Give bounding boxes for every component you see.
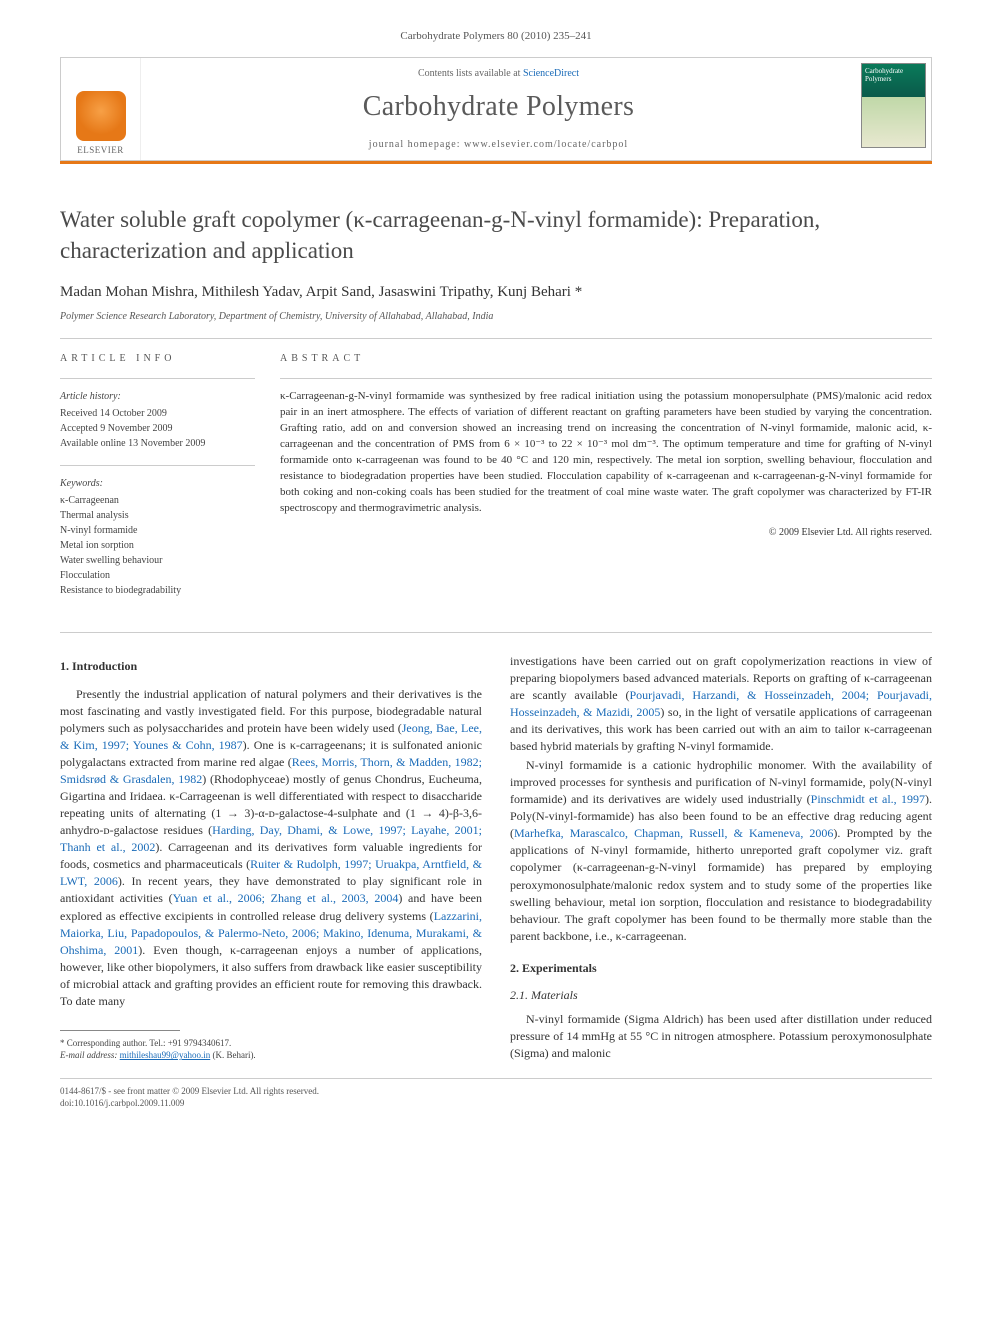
contents-available: Contents lists available at ScienceDirec…	[161, 68, 836, 79]
intro-para-3: N-vinyl formamide is a cationic hydrophi…	[510, 757, 932, 944]
intro-para-2: investigations have been carried out on …	[510, 653, 932, 755]
email-suffix: (K. Behari).	[210, 1050, 255, 1060]
cover-thumbnail: Carbohydrate Polymers	[861, 63, 926, 148]
abstract-text: κ-Carrageenan-g-N-vinyl formamide was sy…	[280, 389, 932, 517]
journal-header-box: ELSEVIER Contents lists available at Sci…	[60, 57, 932, 161]
right-column: investigations have been carried out on …	[510, 653, 932, 1064]
info-rule-2	[60, 465, 255, 466]
header-center: Contents lists available at ScienceDirec…	[141, 58, 856, 160]
keyword: κ-Carrageenan	[60, 493, 255, 508]
keyword: Water swelling behaviour	[60, 553, 255, 568]
journal-title: Carbohydrate Polymers	[161, 91, 836, 123]
section-2-heading: 2. Experimentals	[510, 961, 932, 976]
article-history: Article history: Received 14 October 200…	[60, 389, 255, 451]
elsevier-logo: ELSEVIER	[61, 58, 141, 160]
article-info-heading: ARTICLE INFO	[60, 353, 255, 364]
email-link[interactable]: mithileshau99@yahoo.in	[120, 1050, 211, 1060]
copyright: © 2009 Elsevier Ltd. All rights reserved…	[280, 527, 932, 538]
info-rule	[60, 378, 255, 379]
contents-prefix: Contents lists available at	[418, 68, 523, 79]
keywords-head: Keywords:	[60, 476, 255, 491]
abstract-heading: ABSTRACT	[280, 353, 932, 364]
intro-para-1: Presently the industrial application of …	[60, 686, 482, 1010]
keyword: Resistance to biodegradability	[60, 583, 255, 598]
article-title: Water soluble graft copolymer (κ-carrage…	[60, 204, 932, 266]
corresponding-author: * Corresponding author. Tel.: +91 979434…	[60, 1037, 482, 1050]
left-column: 1. Introduction Presently the industrial…	[60, 653, 482, 1064]
history-received: Received 14 October 2009	[60, 406, 255, 421]
keyword: N-vinyl formamide	[60, 523, 255, 538]
abstract: ABSTRACT κ-Carrageenan-g-N-vinyl formami…	[280, 353, 932, 612]
history-online: Available online 13 November 2009	[60, 436, 255, 451]
footnote-rule	[60, 1030, 180, 1031]
rule-bottom	[60, 632, 932, 633]
affiliation: Polymer Science Research Laboratory, Dep…	[60, 311, 932, 322]
footer-rule	[60, 1078, 932, 1079]
keyword: Flocculation	[60, 568, 255, 583]
running-head: Carbohydrate Polymers 80 (2010) 235–241	[0, 0, 992, 42]
history-accepted: Accepted 9 November 2009	[60, 421, 255, 436]
footer: 0144-8617/$ - see front matter © 2009 El…	[60, 1085, 932, 1110]
footer-line-1: 0144-8617/$ - see front matter © 2009 El…	[60, 1085, 932, 1098]
journal-homepage: journal homepage: www.elsevier.com/locat…	[161, 139, 836, 150]
keywords-block: Keywords: κ-Carrageenan Thermal analysis…	[60, 476, 255, 598]
elsevier-label: ELSEVIER	[77, 145, 124, 155]
citation-link[interactable]: Pinschmidt et al., 1997	[811, 792, 925, 806]
citation-link[interactable]: Marhefka, Marascalco, Chapman, Russell, …	[514, 826, 833, 840]
body-columns: 1. Introduction Presently the industrial…	[60, 653, 932, 1064]
journal-cover: Carbohydrate Polymers	[856, 58, 931, 160]
keyword: Metal ion sorption	[60, 538, 255, 553]
citation-link[interactable]: Yuan et al., 2006; Zhang et al., 2003, 2…	[173, 891, 399, 905]
sciencedirect-link[interactable]: ScienceDirect	[523, 68, 579, 79]
info-abstract-row: ARTICLE INFO Article history: Received 1…	[60, 339, 932, 632]
section-2-1-heading: 2.1. Materials	[510, 988, 932, 1003]
text: ). Prompted by the applications of N-vin…	[510, 826, 932, 942]
authors: Madan Mohan Mishra, Mithilesh Yadav, Arp…	[60, 284, 932, 301]
elsevier-tree-icon	[76, 91, 126, 141]
orange-rule	[60, 161, 932, 164]
section-1-heading: 1. Introduction	[60, 659, 482, 674]
keyword: Thermal analysis	[60, 508, 255, 523]
abstract-rule	[280, 378, 932, 379]
email-label: E-mail address:	[60, 1050, 117, 1060]
materials-para: N-vinyl formamide (Sigma Aldrich) has be…	[510, 1011, 932, 1062]
history-head: Article history:	[60, 389, 255, 404]
article-info: ARTICLE INFO Article history: Received 1…	[60, 353, 280, 612]
email-line: E-mail address: mithileshau99@yahoo.in (…	[60, 1049, 482, 1062]
doi: doi:10.1016/j.carbpol.2009.11.009	[60, 1097, 932, 1110]
